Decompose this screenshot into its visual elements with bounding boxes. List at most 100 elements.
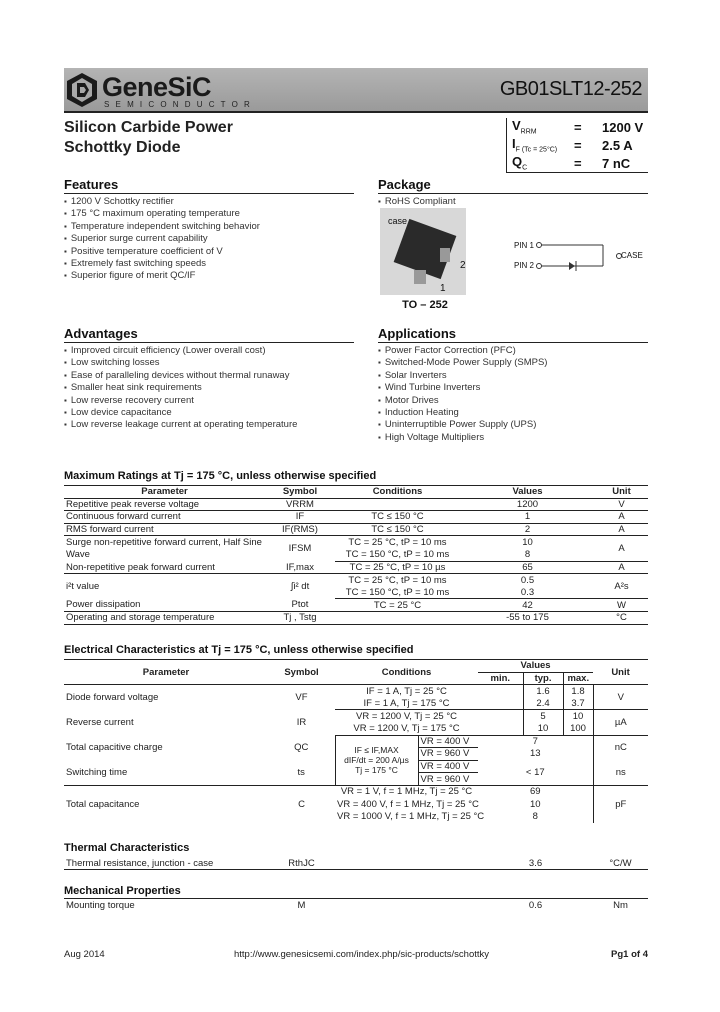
list-item: Improved circuit efficiency (Lower overa… xyxy=(64,345,354,357)
cell: ns xyxy=(592,760,649,786)
table-row: TC = 150 °C, tP = 10 ms 0.3 xyxy=(64,586,648,600)
cell-unit: A xyxy=(595,510,648,524)
electrical-table: Parameter Symbol Conditions Values Unit … xyxy=(64,659,649,824)
list-item: Extremely fast switching speeds xyxy=(64,258,354,270)
column-header: Values xyxy=(460,485,595,499)
table-row: Reverse current IR VR = 1200 V, Tj = 25 °C… xyxy=(64,709,649,736)
section-title: Features xyxy=(64,177,354,194)
pin2-label: 2 xyxy=(460,260,466,271)
cell-unit: A xyxy=(595,523,648,537)
section-title: Advantages xyxy=(64,326,354,343)
list-item: RoHS Compliant xyxy=(378,196,648,208)
spec-symbol-sub: RRM xyxy=(520,128,537,136)
features-list: 1200 V Schottky rectifier175 °C maximum … xyxy=(64,196,354,283)
key-spec-row: VRRM = 1200 V xyxy=(507,118,648,136)
key-specs-box: VRRM = 1200 V IF (Tc = 25°C) = 2.5 A QC = 7 nC xyxy=(506,118,648,173)
cell-value: 10 xyxy=(522,536,533,548)
cell-value: 2 xyxy=(460,523,595,537)
col-parameter: Parameter xyxy=(64,659,268,686)
list-item: Low switching losses xyxy=(64,357,354,369)
cell-unit: A²s xyxy=(595,573,648,600)
list-item: Superior surge current capability xyxy=(64,233,354,245)
col-symbol: Symbol xyxy=(268,659,335,686)
diode-symbol xyxy=(569,262,575,270)
col-unit: Unit xyxy=(593,659,649,686)
cell: VR = 400 V xyxy=(418,760,479,774)
features-section: Features 1200 V Schottky rectifier175 °C… xyxy=(64,177,354,283)
electrical-title: Electrical Characteristics at Tj = 175 °… xyxy=(64,644,414,656)
key-spec-row: QC = 7 nC xyxy=(507,154,648,172)
table-row: VR = 960 V xyxy=(64,772,648,786)
list-item: Uninterruptible Power Supply (UPS) xyxy=(378,419,648,431)
cell: VR = 400 V, f = 1 MHz, Tj = 25 °C xyxy=(337,798,479,810)
cell: VR = 1200 V, Tj = 25 °C xyxy=(356,710,457,722)
table-row: VR = 1000 V, f = 1 MHz, Tj = 25 °C 8 xyxy=(64,811,648,824)
cell: µA xyxy=(592,709,649,736)
cell-param: Continuous forward current xyxy=(64,510,265,524)
cell-unit: A xyxy=(595,535,648,562)
cell: ts xyxy=(268,760,335,786)
cell-condition xyxy=(335,611,460,625)
cell-param: Repetitive peak reverse voltage xyxy=(64,498,265,512)
cell: 7 xyxy=(532,736,538,748)
list-item: Temperature independent switching behavi… xyxy=(64,221,354,233)
cell-value: 0.5 xyxy=(520,574,535,586)
cell-symbol: VRRM xyxy=(265,498,335,512)
spec-value: 7 nC xyxy=(602,155,631,171)
cell-param: RMS forward current xyxy=(64,523,265,537)
cell-value: 8 xyxy=(460,548,595,562)
spec-equals: = xyxy=(574,119,582,135)
brand-subtitle: SEMICONDUCTOR xyxy=(104,100,257,109)
cell: Reverse current xyxy=(66,716,134,728)
table-row: VR = 960 V 13 xyxy=(64,747,648,761)
cell-condition: TC ≤ 150 °C xyxy=(335,510,460,524)
cell: IF = 1 A, Tj = 175 °C xyxy=(335,697,479,711)
cell-condition: TC = 150 °C, tP = 10 ms xyxy=(335,586,460,600)
table-row: Thermal resistance, junction - case RthJC… xyxy=(64,857,648,870)
spec-symbol-sub: C xyxy=(522,164,528,172)
package-section: Package RoHS Compliant xyxy=(378,177,648,208)
list-item: Induction Heating xyxy=(378,407,648,419)
mechanical-section: Mechanical Properties Mounting torque M 0.… xyxy=(64,885,648,912)
cell-param: i²t value xyxy=(66,580,100,592)
cell-unit: V xyxy=(595,498,648,512)
cell-param: Surge non-repetitive forward current, Ha… xyxy=(66,536,262,560)
cell-condition: TC = 25 °C, tP = 10 ms xyxy=(348,536,447,548)
table-row: Diode forward voltage VF IF = 1 A, Tj = 25… xyxy=(64,684,649,711)
cell: QC xyxy=(294,742,309,754)
col-min: min. xyxy=(478,672,524,686)
applications-list: Power Factor Correction (PFC)Switched-Mo… xyxy=(378,345,648,444)
cell: 69 xyxy=(529,786,541,798)
cell: RthJC xyxy=(288,857,315,869)
cell: 100 xyxy=(563,722,594,736)
cell: VR = 400 V xyxy=(418,735,479,749)
list-item: Low device capacitance xyxy=(64,407,354,419)
table-row: Surge non-repetitive forward current, Ha… xyxy=(64,535,648,562)
diagram-pin1: PIN 1 xyxy=(514,241,535,250)
cell-value: 1200 xyxy=(460,498,595,512)
cell-condition: TC = 150 °C, tP = 10 ms xyxy=(335,548,460,562)
list-item: Low reverse leakage current at operating… xyxy=(64,419,354,431)
chip-lead xyxy=(440,248,450,262)
list-item: High Voltage Multipliers xyxy=(378,432,648,444)
cell: 1.8 xyxy=(571,685,585,697)
table-header-row: Parameter Symbol Conditions Values Unit xyxy=(64,485,648,499)
section-title: Package xyxy=(378,177,648,194)
table-row: VR = 1200 V, Tj = 175 °C 10 100 xyxy=(64,722,648,736)
footer-url-link[interactable]: http://www.genesicsemi.com/index.php/sic… xyxy=(234,949,490,960)
table-row: TC = 150 °C, tP = 10 ms 8 xyxy=(64,548,648,562)
genesic-logo-icon xyxy=(67,73,97,107)
cell: IF = 1 A, Tj = 25 °C xyxy=(366,685,447,697)
spec-symbol: IF (Tc = 25°C) xyxy=(512,136,574,154)
list-item: Superior figure of merit QC/IF xyxy=(64,270,354,282)
cond-line: IF ≤ IF,MAX xyxy=(354,745,399,756)
spec-equals: = xyxy=(574,155,582,171)
cell: Mounting torque xyxy=(66,899,135,911)
cell: 8 xyxy=(532,811,538,823)
cell: Diode forward voltage xyxy=(66,692,159,704)
cell: M xyxy=(297,899,306,911)
cell: 10 xyxy=(529,798,541,810)
spec-symbol-sub: F (Tc = 25°C) xyxy=(515,146,558,154)
column-header: Symbol xyxy=(265,485,335,499)
table-row: Switching time ts VR = 400 V < 17 ns xyxy=(64,760,649,786)
